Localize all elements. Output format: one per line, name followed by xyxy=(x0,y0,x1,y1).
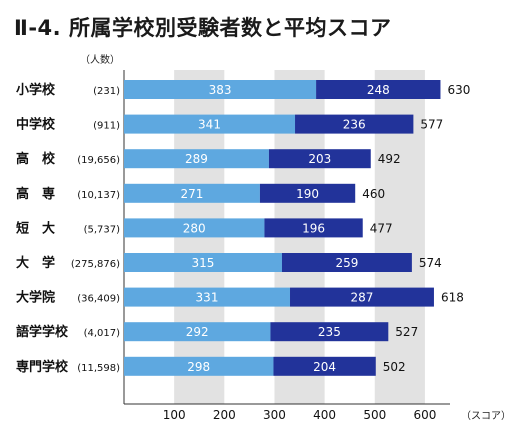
total-label: 630 xyxy=(447,83,470,97)
x-tick-label: 500 xyxy=(363,408,386,422)
category-label: 短 大 xyxy=(16,220,55,236)
data-label-series2: 235 xyxy=(318,325,341,339)
category-label: 語学学校 xyxy=(16,324,69,340)
total-label: 577 xyxy=(420,118,443,132)
bar-segment-series2 xyxy=(259,183,356,203)
bar-segment-series2 xyxy=(270,322,389,342)
total-label: 492 xyxy=(378,152,401,166)
bar-segment-series2 xyxy=(316,80,441,99)
x-tick-label: 200 xyxy=(213,408,236,422)
category-label: 中学校 xyxy=(16,117,56,133)
data-label-series2: 196 xyxy=(302,221,325,235)
data-label-series1: 383 xyxy=(209,83,232,97)
category-count-label: (19,656) xyxy=(77,155,120,166)
data-label-series1: 315 xyxy=(192,256,215,270)
bar-segment-series1 xyxy=(124,149,269,169)
total-label: 460 xyxy=(362,187,385,201)
bar-segment-series1 xyxy=(124,218,265,238)
category-count-label: (275,876) xyxy=(71,259,120,270)
category-label: 小学校 xyxy=(16,82,56,98)
total-label: 527 xyxy=(395,325,418,339)
total-label: 618 xyxy=(441,291,464,305)
y-unit-label: （人数） xyxy=(80,53,120,66)
bar-segment-series2 xyxy=(295,114,414,134)
category-label: 大学院 xyxy=(16,290,55,306)
page-title: Ⅱ-4. 所属学校別受験者数と平均スコア xyxy=(14,16,392,40)
category-label: 高 専 xyxy=(16,186,55,202)
bar-segment-series2 xyxy=(290,287,434,307)
category-label: 高 校 xyxy=(16,151,56,167)
total-label: 574 xyxy=(419,256,442,270)
bar-segment-series1 xyxy=(124,287,291,307)
x-tick-label: 400 xyxy=(313,408,336,422)
data-label-series1: 341 xyxy=(198,118,221,132)
bar-segment-series1 xyxy=(124,114,296,134)
category-label: 専門学校 xyxy=(16,359,69,375)
bar-segment-series1 xyxy=(124,322,271,342)
x-unit-label: （スコア） xyxy=(461,410,511,422)
data-label-series1: 289 xyxy=(185,152,208,166)
bar-segment-series1 xyxy=(124,80,317,99)
data-label-series2: 248 xyxy=(367,83,390,97)
data-label-series2: 287 xyxy=(351,291,374,305)
data-label-series1: 271 xyxy=(181,187,204,201)
data-label-series2: 236 xyxy=(343,118,366,132)
total-label: 502 xyxy=(383,360,406,374)
bar-segment-series2 xyxy=(273,356,376,376)
data-label-series2: 190 xyxy=(296,187,319,201)
data-label-series2: 204 xyxy=(313,360,336,374)
data-label-series1: 292 xyxy=(186,325,209,339)
total-label: 477 xyxy=(370,221,393,235)
bar-segment-series1 xyxy=(124,356,274,376)
bar-segment-series1 xyxy=(124,183,260,203)
bar-segment-series2 xyxy=(268,149,371,169)
category-count-label: (10,137) xyxy=(77,190,120,201)
category-label: 大 学 xyxy=(16,255,55,271)
x-tick-label: 100 xyxy=(163,408,186,422)
bar-segment-series2 xyxy=(264,218,363,238)
data-label-series1: 280 xyxy=(183,221,206,235)
data-label-series1: 331 xyxy=(196,291,219,305)
category-count-label: (231) xyxy=(93,86,120,97)
category-count-label: (5,737) xyxy=(84,224,121,235)
category-count-label: (36,409) xyxy=(77,294,120,305)
bar-segment-series2 xyxy=(281,253,412,272)
category-count-label: (11,598) xyxy=(77,363,120,374)
category-count-label: (4,017) xyxy=(84,328,121,339)
x-tick-label: 300 xyxy=(263,408,286,422)
data-label-series1: 298 xyxy=(187,360,210,374)
category-count-label: (911) xyxy=(93,121,120,132)
x-tick-label: 600 xyxy=(413,408,436,422)
data-label-series2: 259 xyxy=(335,256,358,270)
bar-segment-series1 xyxy=(124,253,282,272)
data-label-series2: 203 xyxy=(308,152,331,166)
